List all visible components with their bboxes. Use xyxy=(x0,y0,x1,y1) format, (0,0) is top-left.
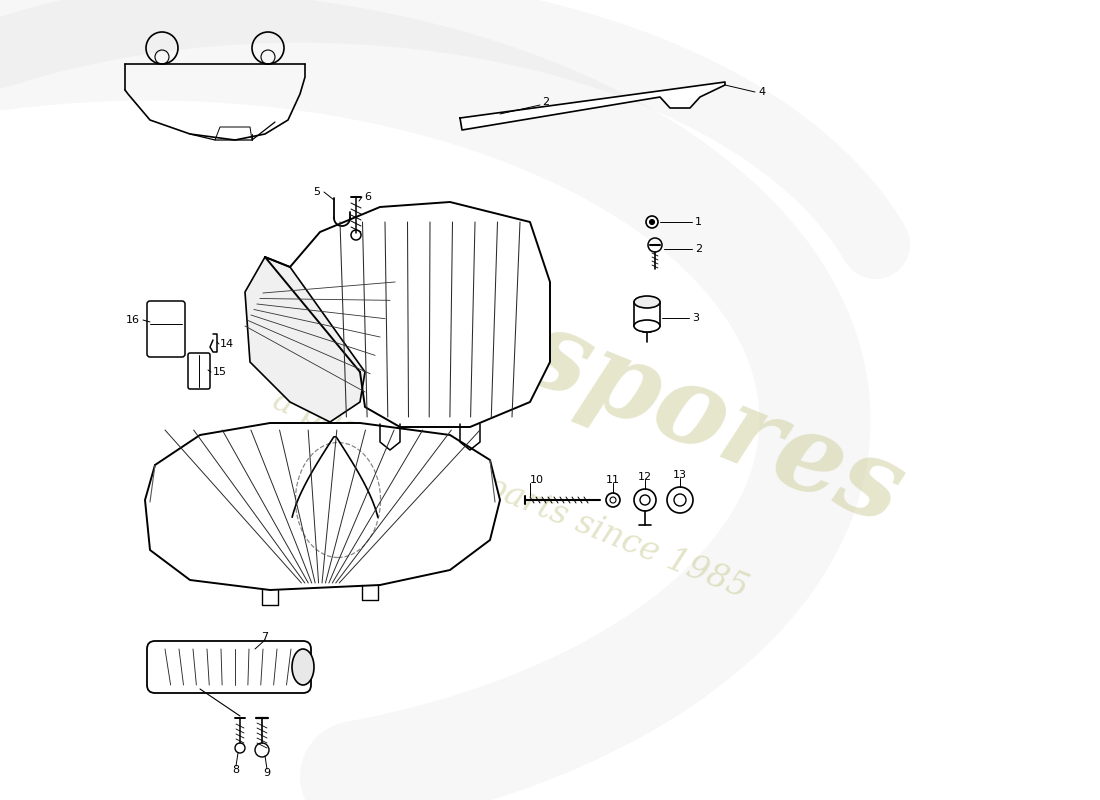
Polygon shape xyxy=(145,423,500,590)
Circle shape xyxy=(646,216,658,228)
Text: 8: 8 xyxy=(232,765,240,775)
Circle shape xyxy=(634,489,656,511)
Text: 2: 2 xyxy=(695,244,702,254)
Text: 3: 3 xyxy=(692,313,698,323)
FancyBboxPatch shape xyxy=(147,301,185,357)
Text: eurspores: eurspores xyxy=(321,223,918,546)
Text: 4: 4 xyxy=(758,87,766,97)
Text: 6: 6 xyxy=(364,192,371,202)
Text: a passion for parts since 1985: a passion for parts since 1985 xyxy=(267,385,752,606)
Text: 7: 7 xyxy=(262,632,268,642)
FancyBboxPatch shape xyxy=(188,353,210,389)
Circle shape xyxy=(667,487,693,513)
Polygon shape xyxy=(265,202,550,427)
Text: 15: 15 xyxy=(213,367,227,377)
Text: 14: 14 xyxy=(220,339,234,349)
Text: 9: 9 xyxy=(263,768,271,778)
Text: 2: 2 xyxy=(542,97,549,107)
Text: 1: 1 xyxy=(695,217,702,227)
Polygon shape xyxy=(460,82,725,130)
Text: 5: 5 xyxy=(314,187,320,197)
Circle shape xyxy=(606,493,620,507)
Text: 11: 11 xyxy=(606,475,620,485)
FancyBboxPatch shape xyxy=(147,641,311,693)
Text: 16: 16 xyxy=(126,315,140,325)
Text: 13: 13 xyxy=(673,470,688,480)
Ellipse shape xyxy=(292,649,313,685)
Ellipse shape xyxy=(634,320,660,332)
Text: 10: 10 xyxy=(530,475,544,485)
Text: 12: 12 xyxy=(638,472,652,482)
Polygon shape xyxy=(245,257,365,422)
Circle shape xyxy=(649,219,654,225)
Ellipse shape xyxy=(634,296,660,308)
